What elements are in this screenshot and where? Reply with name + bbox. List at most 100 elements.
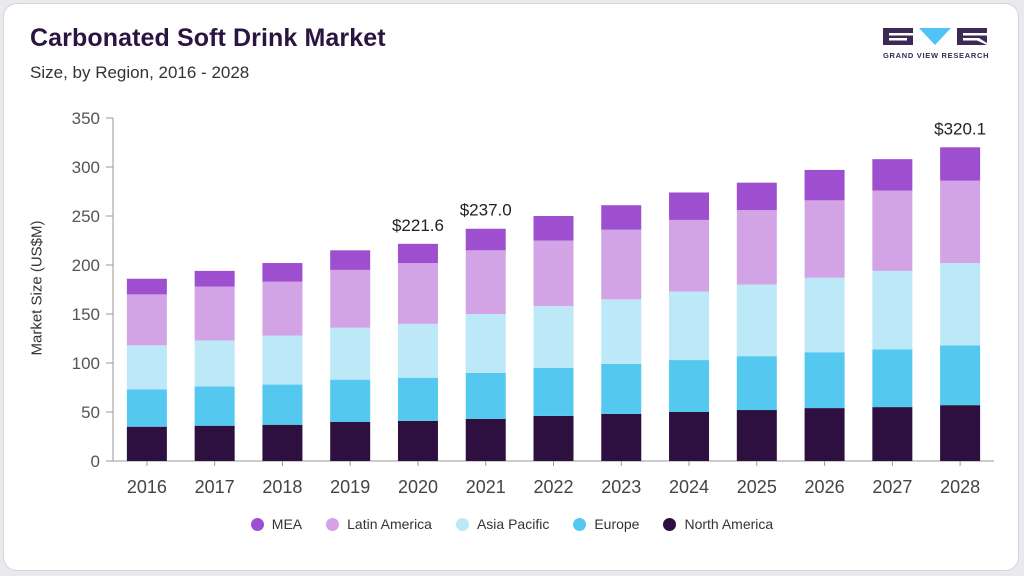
legend-label: Europe <box>594 516 640 532</box>
grand-view-research-logo: GRAND VIEW RESEARCH <box>883 27 990 63</box>
legend-label: MEA <box>271 516 303 532</box>
bar-segment-asia-pacific <box>465 314 506 373</box>
bar-segment-europe <box>397 377 438 421</box>
bar-segment-asia-pacific <box>262 335 303 385</box>
legend-swatch <box>663 517 677 531</box>
bar-segment-north-america <box>330 421 371 461</box>
bar-segment-north-america <box>736 410 777 461</box>
logo-mark-icon <box>883 28 987 45</box>
bar-segment-latin-america <box>397 263 438 324</box>
legend-swatch <box>326 517 340 531</box>
chart-legend: MEA Latin America Asia Pacific Europe North … <box>0 516 1024 532</box>
bar-total-label: $237.0 <box>460 201 512 220</box>
legend-item-latin-america: Latin America <box>326 516 432 532</box>
bar-segment-europe <box>330 379 371 422</box>
bar-segment-europe <box>804 352 845 409</box>
legend-item-north-america: North America <box>663 516 773 532</box>
x-tick-label: 2027 <box>872 477 912 497</box>
bar-segment-europe <box>194 386 235 426</box>
bar-segment-mea <box>669 192 710 220</box>
x-tick-label: 2028 <box>940 477 980 497</box>
bar-segment-mea <box>194 270 235 287</box>
bar-segment-latin-america <box>940 180 981 264</box>
bar-segment-mea <box>465 228 506 251</box>
legend-item-asia-pacific: Asia Pacific <box>455 516 549 532</box>
legend-swatch <box>250 517 264 531</box>
bar-segment-latin-america <box>194 286 235 341</box>
bar-segment-mea <box>872 159 913 191</box>
bar-segment-asia-pacific <box>872 270 913 350</box>
legend-item-mea: MEA <box>250 516 303 532</box>
bar-segment-mea <box>533 216 574 241</box>
bar-segment-europe <box>736 356 777 411</box>
bar-segment-latin-america <box>465 250 506 314</box>
y-tick-label: 150 <box>72 305 100 324</box>
bar-segment-europe <box>262 384 303 425</box>
x-tick-label: 2025 <box>737 477 777 497</box>
bar-total-label: $320.1 <box>934 119 986 138</box>
logo-text: GRAND VIEW RESEARCH <box>883 51 990 60</box>
x-tick-label: 2021 <box>466 477 506 497</box>
chart-title: Carbonated Soft Drink Market <box>30 24 386 52</box>
bar-segment-north-america <box>669 412 710 461</box>
bar-segment-north-america <box>601 413 642 461</box>
bar-segment-mea <box>262 263 303 282</box>
chart-card <box>3 3 1019 571</box>
bar-segment-latin-america <box>126 294 167 346</box>
bar-segment-latin-america <box>533 240 574 307</box>
bar-segment-asia-pacific <box>601 299 642 364</box>
y-tick-label: 0 <box>91 452 100 471</box>
x-tick-label: 2022 <box>533 477 573 497</box>
bar-segment-europe <box>669 360 710 412</box>
y-tick-label: 100 <box>72 354 100 373</box>
bar-segment-latin-america <box>330 269 371 328</box>
chart-subtitle: Size, by Region, 2016 - 2028 <box>30 63 250 82</box>
y-tick-label: 300 <box>72 158 100 177</box>
x-tick-label: 2023 <box>601 477 641 497</box>
bar-segment-latin-america <box>736 210 777 285</box>
bar-segment-latin-america <box>601 229 642 300</box>
bar-total-label: $221.6 <box>392 216 444 235</box>
x-tick-label: 2017 <box>195 477 235 497</box>
x-tick-label: 2026 <box>805 477 845 497</box>
bar-segment-mea <box>804 169 845 201</box>
legend-swatch <box>455 517 469 531</box>
x-tick-label: 2024 <box>669 477 709 497</box>
x-tick-label: 2018 <box>262 477 302 497</box>
bar-segment-europe <box>872 349 913 408</box>
bar-segment-latin-america <box>669 219 710 292</box>
x-tick-label: 2020 <box>398 477 438 497</box>
bar-segment-europe <box>126 389 167 427</box>
bar-segment-asia-pacific <box>533 306 574 368</box>
bar-segment-europe <box>601 363 642 414</box>
x-tick-label: 2019 <box>330 477 370 497</box>
y-tick-label: 250 <box>72 207 100 226</box>
bar-segment-mea <box>330 250 371 270</box>
y-tick-label: 50 <box>81 403 100 422</box>
legend-label: North America <box>684 516 774 532</box>
bar-segment-mea <box>601 205 642 230</box>
bar-segment-mea <box>736 182 777 211</box>
bar-segment-north-america <box>397 420 438 461</box>
bar-segment-latin-america <box>262 281 303 336</box>
bar-segment-mea <box>940 147 981 181</box>
bar-segment-north-america <box>262 424 303 461</box>
bar-segment-asia-pacific <box>194 340 235 387</box>
bar-segment-north-america <box>126 426 167 461</box>
legend-label: Latin America <box>347 516 432 532</box>
bar-segment-europe <box>465 372 506 419</box>
bar-segment-europe <box>533 367 574 416</box>
x-tick-label: 2016 <box>127 477 167 497</box>
bar-segment-latin-america <box>804 200 845 278</box>
bar-segment-asia-pacific <box>669 291 710 361</box>
bar-segment-north-america <box>194 425 235 461</box>
bar-segment-north-america <box>465 418 506 461</box>
legend-swatch <box>573 517 587 531</box>
bar-segment-asia-pacific <box>126 345 167 390</box>
bar-segment-north-america <box>804 408 845 461</box>
bar-segment-north-america <box>533 415 574 461</box>
bar-segment-asia-pacific <box>940 263 981 346</box>
legend-item-europe: Europe <box>573 516 639 532</box>
bar-segment-mea <box>397 243 438 264</box>
bar-segment-asia-pacific <box>804 277 845 353</box>
